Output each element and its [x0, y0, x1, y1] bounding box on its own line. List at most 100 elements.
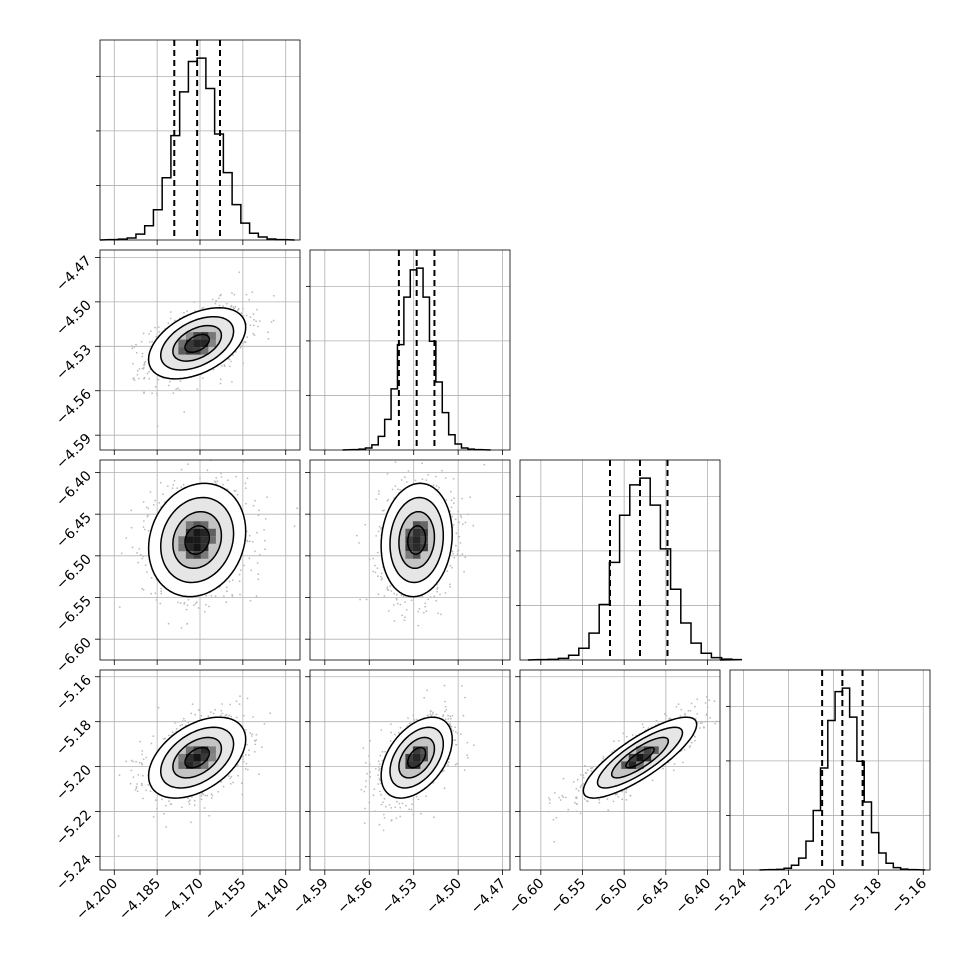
scatter-point [451, 714, 454, 717]
scatter-point [222, 305, 225, 307]
scatter-point [293, 525, 296, 528]
scatter-point [148, 341, 151, 343]
contour-line [184, 333, 211, 353]
density-cell [200, 347, 209, 355]
scatter-point [432, 711, 434, 714]
scatter-point [453, 497, 455, 500]
scatter-point [365, 598, 368, 601]
scatter-point [548, 797, 550, 799]
scatter-point [372, 794, 375, 797]
y-tick-label: −4.56 [53, 386, 95, 428]
scatter-point [427, 715, 429, 717]
scatter-point [225, 302, 228, 305]
scatter-point [393, 620, 396, 622]
x-tick-label: −4.59 [290, 876, 332, 918]
scatter-point [454, 518, 457, 521]
density-cell [200, 528, 209, 537]
scatter-point [416, 718, 418, 721]
x-tick-label: −5.16 [888, 875, 930, 917]
scatter-point [397, 488, 399, 491]
density-cell [193, 543, 201, 552]
scatter-point [689, 709, 692, 712]
scatter-point [146, 571, 148, 573]
scatter-point [155, 336, 158, 338]
scatter-point [444, 718, 447, 721]
scatter-point [149, 491, 152, 493]
contour-panel-1-0 [95, 249, 301, 455]
scatter-point [256, 531, 258, 534]
scatter-point [191, 796, 193, 798]
density-cells [178, 746, 216, 769]
scatter-point [393, 604, 395, 606]
density-cell [208, 332, 216, 340]
scatter-point [453, 556, 456, 559]
scatter-point [706, 706, 709, 709]
scatter-point [579, 786, 582, 789]
scatter-point [133, 379, 136, 381]
contour-line [398, 510, 436, 570]
scatter-point [228, 358, 231, 361]
contour-line [172, 510, 223, 570]
scatter-point [461, 523, 464, 526]
scatter-point [143, 392, 145, 394]
scatter-point [217, 790, 220, 793]
scatter-point [690, 702, 693, 705]
scatter-point [125, 537, 128, 539]
density-cell [208, 753, 216, 762]
scatter-point [452, 729, 454, 732]
contour-line [147, 482, 247, 598]
scatter-point [449, 583, 451, 586]
density-cell [185, 543, 194, 552]
contour-line [380, 716, 453, 799]
density-cell [193, 746, 201, 754]
scatter-point [621, 790, 623, 793]
scatter-point [183, 601, 186, 604]
scatter-point [612, 800, 615, 803]
scatter-point [376, 567, 379, 570]
scatter-point [232, 781, 235, 784]
density-cell [636, 746, 644, 754]
scatter-point [242, 315, 245, 317]
scatter-point [261, 746, 263, 748]
scatter-point [223, 364, 226, 366]
density-cell [185, 536, 194, 544]
scatter-point [437, 612, 439, 615]
scatter-point [425, 610, 428, 613]
scatter-point [130, 509, 133, 512]
scatter-point [154, 499, 157, 502]
scatter-point [553, 840, 556, 843]
scatter-point [716, 720, 718, 723]
scatter-point [172, 392, 175, 394]
scatter-point [158, 501, 161, 504]
scatter-point [136, 783, 139, 785]
scatter-point [251, 733, 254, 735]
scatter-point [139, 740, 142, 743]
density-cell [178, 753, 186, 762]
scatter-point [142, 758, 145, 761]
scatter-point [368, 558, 371, 561]
scatter-point [435, 599, 438, 602]
panel-frame [519, 459, 721, 661]
scatter-point [369, 739, 371, 742]
scatter-point [147, 507, 150, 510]
scatter-point [154, 799, 157, 802]
scatter-point [401, 614, 403, 617]
scatter-point [189, 799, 191, 802]
scatter-point [390, 723, 392, 725]
scatter-point [412, 798, 415, 800]
scatter-point [403, 619, 406, 622]
scatter-point [444, 592, 447, 594]
histogram-step [342, 267, 491, 451]
scatter-point [137, 773, 140, 776]
scatter-point [160, 592, 163, 595]
y-tick-label: −6.40 [53, 468, 95, 510]
scatter-point [549, 798, 551, 801]
scatter-point [721, 732, 723, 734]
contour-line [172, 324, 223, 362]
scatter-point [602, 758, 605, 760]
scatter-point [186, 623, 189, 625]
density-cell [178, 347, 186, 355]
scatter-point [152, 735, 155, 738]
scatter-point [141, 587, 144, 590]
y-tick-label: −5.22 [53, 807, 95, 849]
